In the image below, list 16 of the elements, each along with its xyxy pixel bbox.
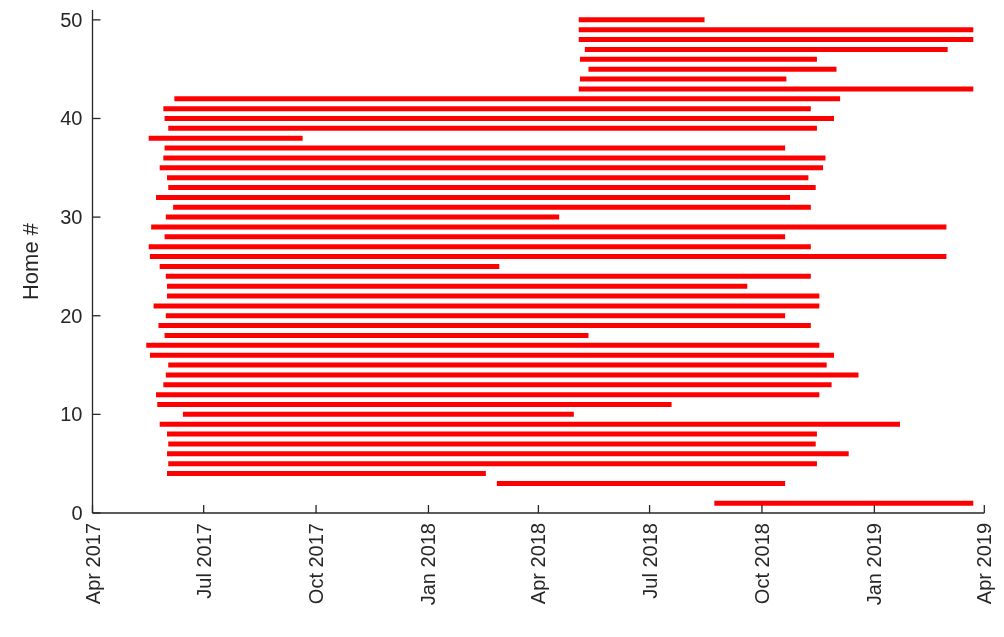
x-tick-label: Apr 2019 bbox=[973, 523, 996, 605]
x-tick-label: Jul 2018 bbox=[638, 523, 661, 599]
y-tick-label: 0 bbox=[71, 502, 83, 524]
x-tick-label: Jul 2017 bbox=[192, 523, 215, 599]
y-tick-label: 50 bbox=[60, 8, 83, 31]
x-tick-label: Jan 2019 bbox=[863, 523, 886, 606]
y-tick-label: 10 bbox=[60, 403, 83, 426]
x-tick-label: Oct 2018 bbox=[750, 523, 773, 605]
x-tick-label: Oct 2017 bbox=[305, 523, 328, 605]
x-tick-label: Jan 2018 bbox=[417, 523, 440, 606]
y-tick-label: 40 bbox=[60, 107, 83, 130]
x-tick-label: Apr 2018 bbox=[527, 523, 550, 605]
y-tick-label: 30 bbox=[60, 206, 83, 229]
y-tick-label: 20 bbox=[60, 304, 83, 327]
x-tick-label: Apr 2017 bbox=[81, 523, 104, 605]
y-axis-title: Home # bbox=[17, 222, 43, 301]
